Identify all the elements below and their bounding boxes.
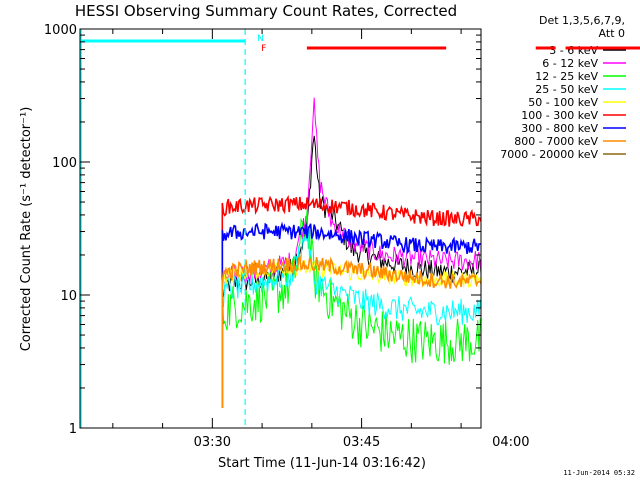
legend-label: 3 - 6 keV: [549, 44, 598, 57]
series-line: [221, 209, 481, 408]
flag-label-f: F: [261, 44, 266, 54]
y-tick-label: 100: [52, 156, 77, 171]
generation-timestamp: 11-Jun-2014 05:32: [563, 469, 635, 477]
legend-header-line2: Att 0: [599, 27, 625, 40]
legend-label: 7000 - 20000 keV: [500, 148, 598, 161]
chart-title: HESSI Observing Summary Count Rates, Cor…: [75, 2, 457, 20]
x-tick-label: 04:00: [492, 435, 529, 450]
legend-header-line1: Det 1,3,5,6,7,9,: [539, 14, 625, 27]
legend-label: 50 - 100 keV: [528, 96, 598, 109]
legend-label: 300 - 800 keV: [521, 122, 598, 135]
y-tick-label: 10: [60, 289, 77, 304]
x-tick-label: 03:30: [194, 435, 231, 450]
legend-label: 100 - 300 keV: [521, 109, 598, 122]
legend-label: 25 - 50 keV: [535, 83, 598, 96]
series-line: [221, 259, 481, 408]
series-line: [221, 221, 481, 408]
flag-label-n: N: [257, 34, 264, 44]
markers-layer: NF: [80, 29, 640, 428]
series-layer: [221, 97, 481, 408]
series-line: [221, 227, 481, 408]
y-tick-label: 1: [69, 422, 77, 437]
x-tick-label: 03:45: [343, 435, 380, 450]
x-axis-label: Start Time (11-Jun-14 03:16:42): [218, 456, 426, 471]
y-axis-label: Corrected Count Rate (s⁻¹ detector⁻¹): [19, 107, 34, 352]
legend-label: 800 - 7000 keV: [514, 135, 598, 148]
series-line: [221, 253, 481, 408]
y-tick-label: 1000: [44, 23, 77, 38]
legend-header: Det 1,3,5,6,7,9, Att 0: [539, 14, 625, 40]
legend-label: 12 - 25 keV: [535, 70, 598, 83]
y-axis: 1 10 100 1000: [44, 23, 481, 437]
plot-frame: [79, 28, 482, 429]
legend-label: 6 - 12 keV: [542, 57, 598, 70]
series-line: [221, 194, 481, 408]
